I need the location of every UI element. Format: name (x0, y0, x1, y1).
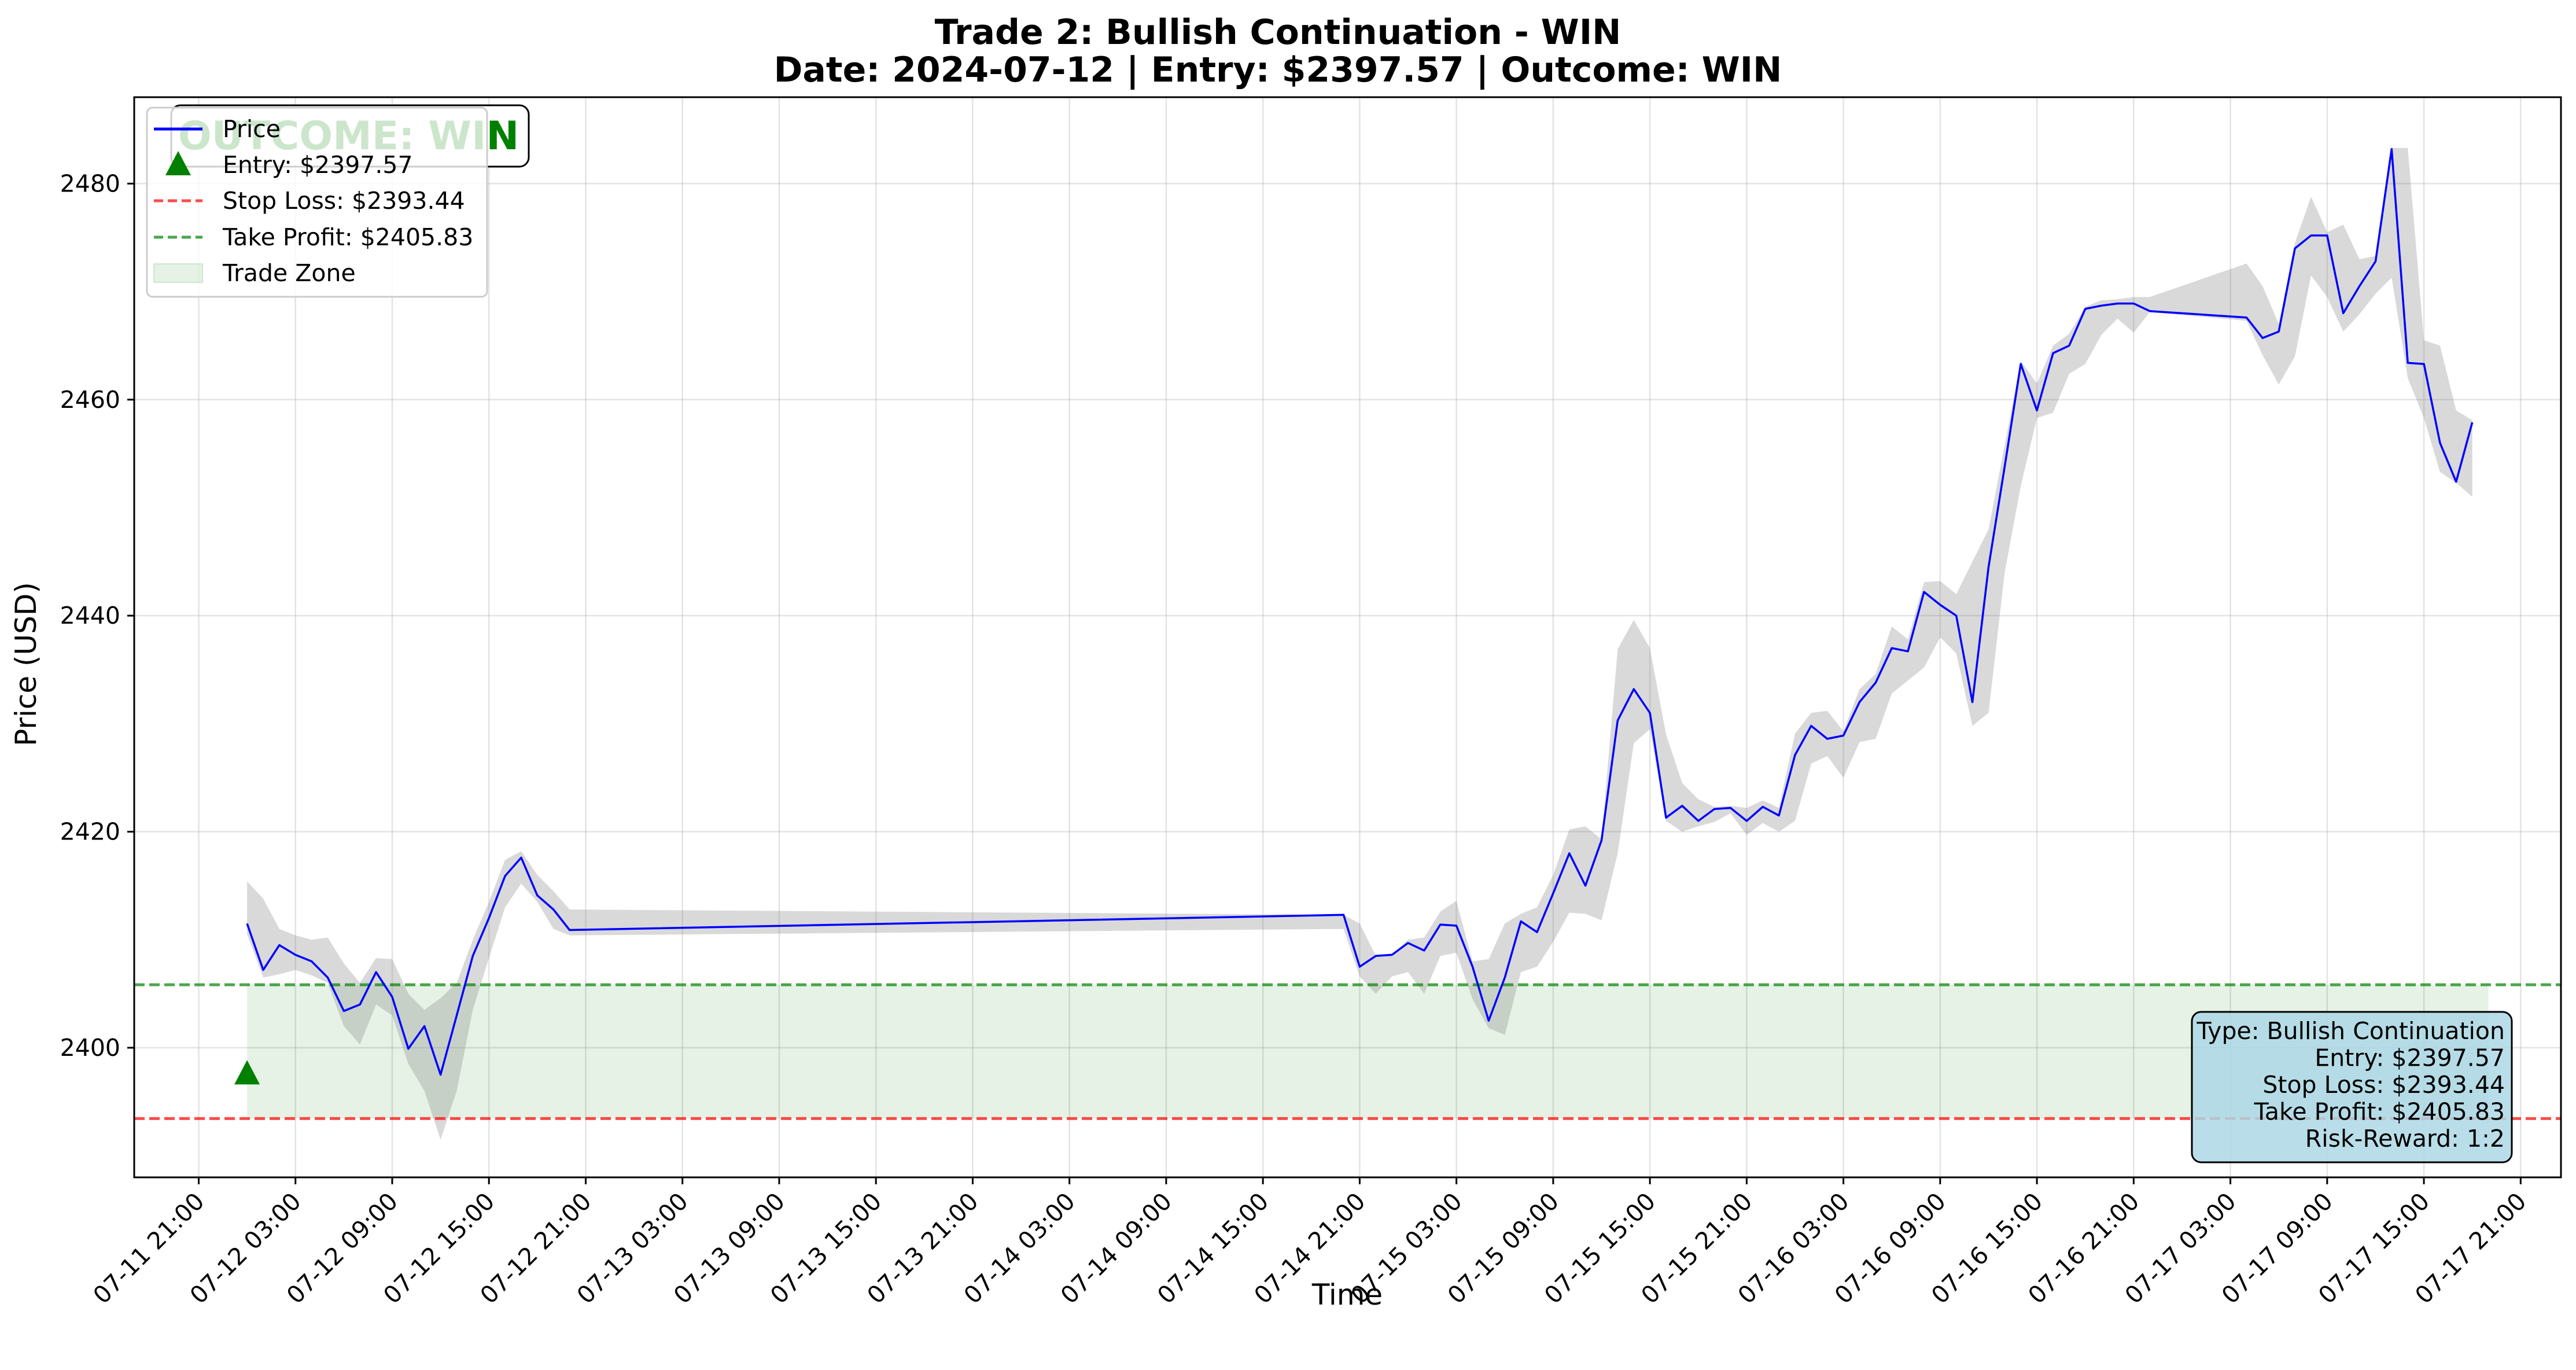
legend: Price Entry: $2397.57 Stop Loss: $2393.44 T… (146, 106, 488, 298)
y-tick-label: 2420 (60, 818, 120, 846)
high-low-band (247, 148, 2472, 1140)
info-box-background (2191, 1011, 2513, 1163)
info-box-line: Stop Loss: $2393.44 (2262, 1071, 2505, 1099)
legend-zone-swatch (153, 263, 203, 283)
chart-subtitle: Date: 2024-07-12 | Entry: $2397.57 | Out… (774, 50, 1782, 90)
grid-lines (134, 97, 2561, 1177)
legend-label: Price (223, 115, 281, 143)
chart-title-group: Trade 2: Bullish Continuation - WIN Date… (774, 12, 1782, 90)
plot-content (134, 148, 2561, 1140)
info-box-line: Entry: $2397.57 (2315, 1044, 2505, 1072)
chart-title: Trade 2: Bullish Continuation - WIN (935, 12, 1621, 53)
legend-box (146, 106, 488, 298)
legend-label: Trade Zone (222, 259, 356, 287)
trade-zone (247, 985, 2489, 1119)
legend-label: Entry: $2397.57 (223, 151, 413, 179)
price-line (246, 148, 2474, 1076)
info-box-line: Type: Bullish Continuation (2197, 1017, 2505, 1045)
y-tick-label: 2480 (60, 170, 120, 197)
y-tick-label: 2460 (60, 386, 120, 414)
axes-frame (133, 96, 2562, 1179)
y-axis-ticks: 2400 2420 2440 2460 2480 (60, 170, 134, 1062)
info-box-line: Take Profit: $2405.83 (2254, 1098, 2505, 1126)
legend-label: Stop Loss: $2393.44 (223, 187, 465, 215)
legend-label: Take Profit: $2405.83 (222, 223, 473, 251)
y-tick-label: 2400 (60, 1034, 120, 1062)
y-tick-label: 2440 (60, 602, 120, 629)
legend-entry-swatch (165, 151, 191, 175)
info-box-line: Risk-Reward: 1:2 (2305, 1125, 2505, 1152)
entry-marker (234, 1060, 260, 1085)
x-axis-label: Time (1311, 1278, 1383, 1312)
y-axis-label: Price (USD) (9, 582, 43, 746)
